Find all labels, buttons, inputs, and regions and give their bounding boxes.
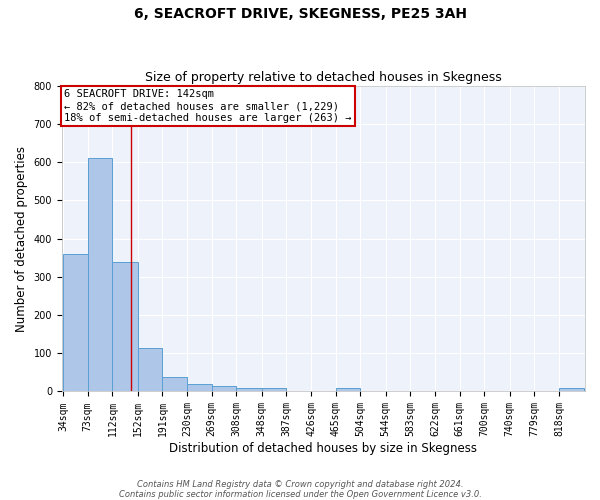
- Bar: [187, 384, 212, 392]
- Bar: [163, 377, 187, 392]
- Bar: [336, 388, 361, 392]
- X-axis label: Distribution of detached houses by size in Skegness: Distribution of detached houses by size …: [169, 442, 478, 455]
- Bar: [236, 388, 262, 392]
- Title: Size of property relative to detached houses in Skegness: Size of property relative to detached ho…: [145, 72, 502, 85]
- Bar: [88, 158, 112, 392]
- Text: 6, SEACROFT DRIVE, SKEGNESS, PE25 3AH: 6, SEACROFT DRIVE, SKEGNESS, PE25 3AH: [133, 8, 467, 22]
- Bar: [112, 262, 137, 392]
- Bar: [63, 254, 88, 392]
- Text: Contains HM Land Registry data © Crown copyright and database right 2024.
Contai: Contains HM Land Registry data © Crown c…: [119, 480, 481, 499]
- Y-axis label: Number of detached properties: Number of detached properties: [15, 146, 28, 332]
- Text: 6 SEACROFT DRIVE: 142sqm
← 82% of detached houses are smaller (1,229)
18% of sem: 6 SEACROFT DRIVE: 142sqm ← 82% of detach…: [64, 90, 352, 122]
- Bar: [212, 386, 236, 392]
- Bar: [559, 388, 584, 392]
- Bar: [262, 388, 286, 392]
- Bar: [137, 348, 163, 392]
